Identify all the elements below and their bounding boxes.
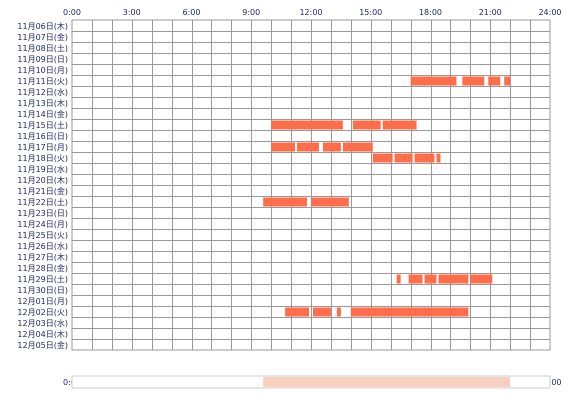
- date-row-label: 11月19日(水): [17, 164, 68, 174]
- activity-bar: [271, 142, 296, 152]
- date-row-label: 12月01日(月): [17, 297, 68, 306]
- x-tick-label: 0:00: [63, 8, 81, 17]
- date-row-label: 11月25日(火): [17, 231, 68, 240]
- date-row-label: 11月12日(水): [17, 87, 68, 97]
- activity-bar: [322, 142, 341, 152]
- date-row-label: 11月24日(月): [17, 220, 68, 229]
- date-row-label: 11月07日(金): [17, 32, 68, 42]
- date-row-label: 11月28日(金): [17, 263, 68, 273]
- date-row-label: 11月20日(木): [17, 175, 68, 185]
- activity-bar: [436, 153, 441, 163]
- activity-bar: [470, 274, 493, 284]
- density-strip-fill: [263, 377, 511, 387]
- date-row-label: 11月16日(日): [17, 132, 68, 141]
- date-row-label: 11月18日(火): [17, 154, 68, 163]
- date-row-label: 12月03日(水): [17, 318, 68, 328]
- activity-bar: [414, 153, 435, 163]
- date-row-label: 12月02日(火): [17, 308, 68, 317]
- activity-bars: [263, 76, 511, 317]
- date-row-label: 12月04日(木): [17, 329, 68, 339]
- date-row-label: 11月09日(日): [17, 55, 68, 64]
- date-row-label: 11月13日(木): [17, 98, 68, 108]
- activity-bar: [336, 307, 341, 317]
- date-row-labels: 11月06日(木)11月07日(金)11月08日(土) 11月09日(日) 11月1…: [17, 21, 68, 350]
- date-row-label: 12月05日(金): [17, 340, 68, 350]
- activity-bar: [297, 142, 319, 152]
- activity-density-strip: [71, 375, 551, 389]
- x-axis-ticks-top: 0:00 3:00 6:00 9:00 12:00 15:00 18:00 21:00 24:0…: [63, 8, 562, 17]
- x-tick-label: 21:00: [479, 8, 502, 17]
- x-tick-label: 9:00: [242, 8, 260, 17]
- date-row-label: 11月17日(月): [17, 143, 68, 152]
- activity-bar: [352, 120, 381, 130]
- chart-grid: [71, 19, 551, 351]
- activity-bar: [424, 274, 437, 284]
- activity-bar: [350, 307, 469, 317]
- date-row-label: 11月30日(日): [17, 286, 68, 295]
- activity-bar: [312, 307, 331, 317]
- x-tick-label: 15:00: [359, 8, 382, 17]
- activity-bar: [410, 76, 457, 86]
- date-row-label: 11月11日(火): [17, 77, 68, 86]
- date-row-label: 11月26日(水): [17, 241, 68, 251]
- date-row-label: 11月15日(土): [17, 120, 68, 130]
- activity-bar: [394, 153, 413, 163]
- activity-bar: [372, 153, 393, 163]
- activity-bar: [488, 76, 501, 86]
- date-row-label: 11月27日(木): [17, 252, 68, 262]
- date-row-label: 11月08日(土): [17, 43, 68, 53]
- activity-bar: [263, 197, 308, 207]
- activity-bar: [271, 120, 343, 130]
- activity-bar: [438, 274, 469, 284]
- activity-bar: [342, 142, 373, 152]
- activity-bar: [408, 274, 423, 284]
- date-row-label: 11月22日(土): [17, 197, 68, 207]
- date-row-label: 11月14日(金): [17, 109, 68, 119]
- date-row-label: 11月29日(土): [17, 274, 68, 284]
- activity-bar: [311, 197, 349, 207]
- activity-bar: [382, 120, 417, 130]
- x-tick-label: 18:00: [419, 8, 442, 17]
- activity-bar: [285, 307, 310, 317]
- date-row-label: 11月23日(日): [17, 209, 68, 218]
- date-row-label: 11月21日(金): [17, 186, 68, 196]
- date-row-label: 11月10日(月): [17, 66, 68, 75]
- activity-bar: [504, 76, 511, 86]
- date-row-label: 11月06日(木): [17, 21, 68, 31]
- x-tick-label: 12:00: [299, 8, 322, 17]
- x-tick-label: 24:00: [538, 8, 561, 17]
- activity-bar: [396, 274, 401, 284]
- x-tick-label: 6:00: [183, 8, 201, 17]
- x-tick-label: 3:00: [123, 8, 141, 17]
- activity-bar: [462, 76, 485, 86]
